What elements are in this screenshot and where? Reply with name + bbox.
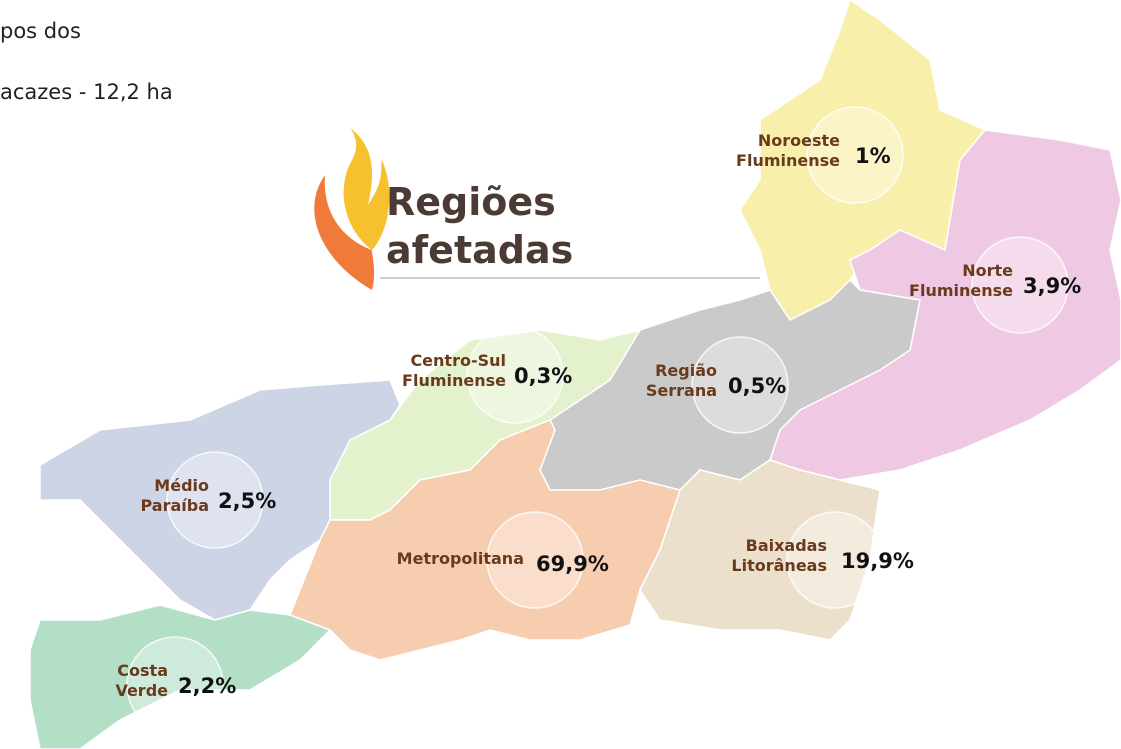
region-name: Centro-Sul	[410, 351, 506, 370]
region-baixadas	[639, 459, 881, 641]
region-name: Verde	[115, 681, 168, 700]
label-circle	[806, 106, 904, 204]
region-share: 69,9%	[536, 552, 609, 576]
region-name: Médio	[154, 476, 209, 495]
label-circle	[786, 511, 884, 609]
region-name: Baixadas	[746, 536, 827, 555]
region-share: 1%	[855, 144, 891, 168]
label-circle	[466, 326, 564, 424]
region-share: 0,5%	[728, 374, 786, 398]
region-name: Litorâneas	[731, 556, 827, 575]
region-name: Região	[655, 361, 717, 380]
region-name: Noroeste	[758, 131, 840, 150]
flame	[314, 128, 390, 290]
header-line: acazes - 12,2 ha	[0, 80, 173, 104]
region-share: 2,5%	[218, 489, 276, 513]
header-line: pos dos	[0, 19, 81, 43]
region-share: 2,2%	[178, 674, 236, 698]
label-circle	[126, 636, 224, 734]
region-name: Fluminense	[909, 281, 1013, 300]
label-circle	[691, 336, 789, 434]
region-share: 0,3%	[514, 364, 572, 388]
flame-yellow	[343, 128, 390, 250]
region-name: Costa	[117, 661, 168, 680]
title: Regiões	[386, 180, 556, 224]
region-name: Metropolitana	[397, 549, 524, 568]
region-name: Paraíba	[140, 496, 209, 515]
region-name: Fluminense	[402, 371, 506, 390]
region-name: Fluminense	[736, 151, 840, 170]
regions	[29, 0, 1121, 749]
title: afetadas	[386, 228, 573, 272]
region-metropolitana	[289, 419, 681, 661]
region-share: 3,9%	[1023, 274, 1081, 298]
label-circle	[486, 511, 584, 609]
region-name: Serrana	[646, 381, 717, 400]
label-circle	[166, 451, 264, 549]
label-circle	[971, 236, 1069, 334]
region-costa-verde	[29, 604, 332, 749]
region-share: 19,9%	[841, 549, 914, 573]
region-name: Norte	[962, 261, 1013, 280]
